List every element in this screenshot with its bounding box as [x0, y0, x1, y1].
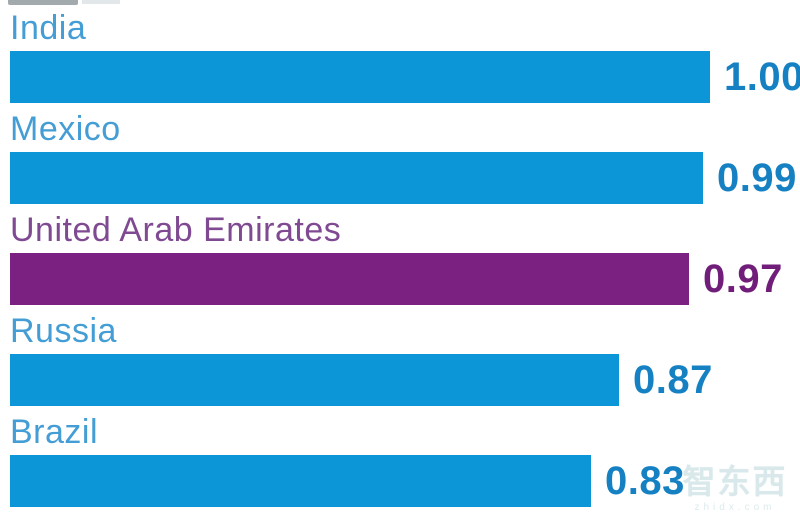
- cropped-content-artifact: [8, 0, 78, 5]
- bar: [10, 455, 591, 507]
- bar: [10, 354, 619, 406]
- bar-category-label: India: [10, 9, 87, 47]
- bar-category-label: United Arab Emirates: [10, 211, 342, 249]
- bar-value-label: 0.83: [605, 459, 685, 503]
- bar-value-label: 0.99: [717, 156, 797, 200]
- bar-track: 0.97: [0, 253, 800, 305]
- bar-track: 0.83: [0, 455, 800, 507]
- bar: [10, 51, 710, 103]
- bar-row: Brazil 0.83: [0, 410, 800, 511]
- bar-row: India 1.00: [0, 6, 800, 107]
- cropped-content-artifact: [82, 0, 120, 4]
- bar-category-label: Russia: [10, 312, 117, 350]
- bar-track: 1.00: [0, 51, 800, 103]
- watermark-brand-text: 智东西: [682, 463, 788, 500]
- watermark: 智东西 zhidx.com: [680, 462, 790, 514]
- chart-area: India 1.00 Mexico 0.99 United Arab Emira…: [0, 6, 800, 511]
- bar-row: United Arab Emirates 0.97: [0, 208, 800, 309]
- watermark-domain-text: zhidx.com: [694, 502, 776, 513]
- bar: [10, 152, 703, 204]
- bar-track: 0.99: [0, 152, 800, 204]
- bar-category-label: Mexico: [10, 110, 121, 148]
- bar-value-label: 1.00: [724, 55, 800, 99]
- bar-row: Russia 0.87: [0, 309, 800, 410]
- bar: [10, 253, 689, 305]
- bar-value-label: 0.97: [703, 257, 783, 301]
- bar-category-label: Brazil: [10, 413, 99, 451]
- bar-track: 0.87: [0, 354, 800, 406]
- bar-row: Mexico 0.99: [0, 107, 800, 208]
- bar-value-label: 0.87: [633, 358, 713, 402]
